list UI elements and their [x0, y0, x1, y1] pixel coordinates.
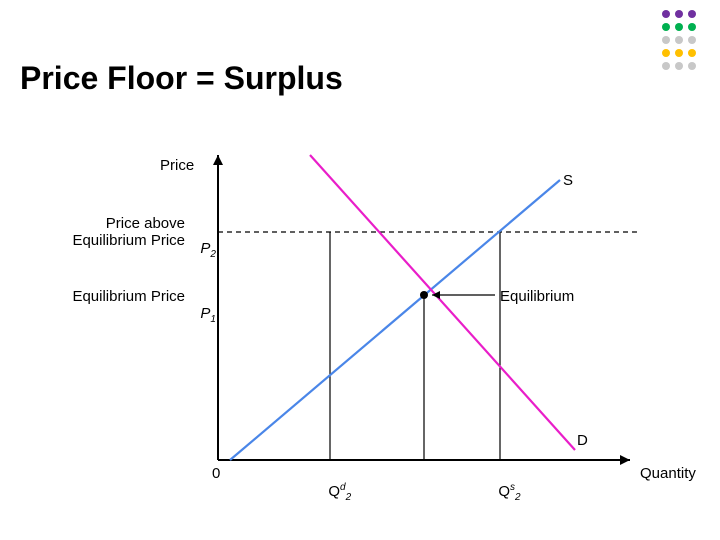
decor-dots [658, 6, 708, 86]
qd2-label: Qd2 [320, 465, 351, 503]
qs2-label: Qs2 [490, 465, 521, 503]
supply-label: S [563, 172, 573, 189]
y-axis-label: Price [160, 157, 194, 174]
origin-label: 0 [212, 465, 220, 482]
p2-symbol: P2 [192, 223, 216, 260]
p2-text-line1: Price above [45, 215, 185, 232]
p2-text-line2: Equilibrium Price [45, 232, 185, 249]
equilibrium-label: Equilibrium [500, 288, 574, 305]
p1-symbol: P1 [192, 288, 216, 325]
demand-label: D [577, 432, 588, 449]
x-axis-label: Quantity [640, 465, 696, 482]
economics-chart [0, 0, 720, 540]
p1-text: Equilibrium Price [45, 288, 185, 305]
